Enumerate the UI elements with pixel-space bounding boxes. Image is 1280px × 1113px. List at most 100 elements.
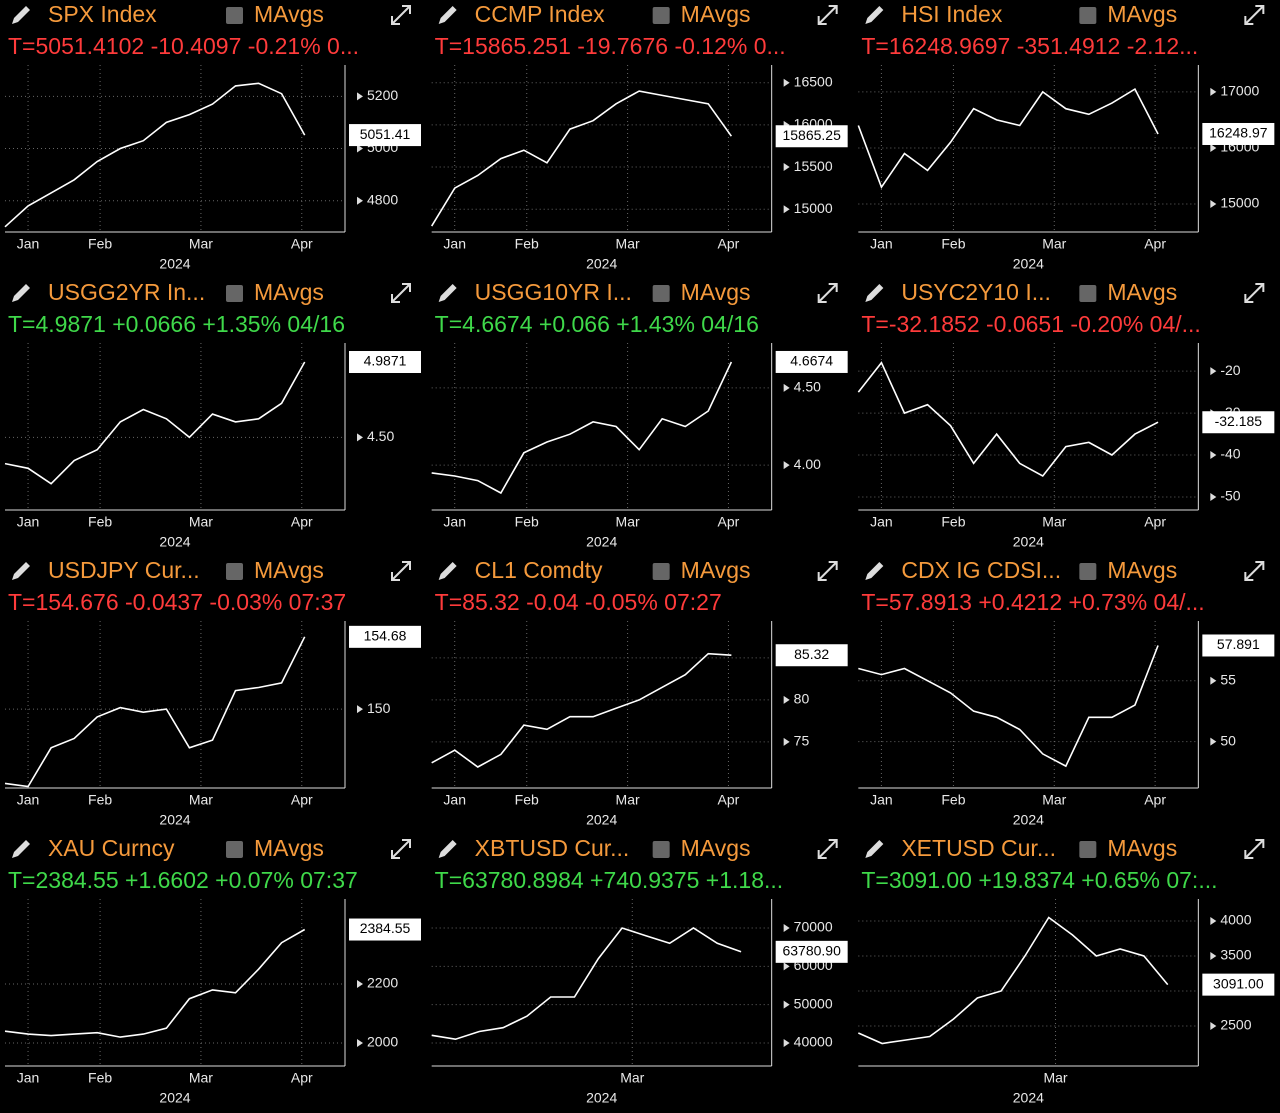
y-tick-label: 2000 (367, 1034, 398, 1050)
mavgs-checkbox[interactable] (652, 285, 670, 302)
chart-title: XAU Curncy (48, 835, 175, 861)
last-value-label: 3091.00 (1213, 975, 1264, 991)
price-line (858, 916, 1169, 1045)
edit-icon[interactable] (438, 562, 457, 580)
x-tick-label: Feb (88, 792, 112, 808)
mavgs-checkbox[interactable] (652, 563, 670, 580)
chart-panel: USGG2YR In... MAvgs T=4.9871 +0.0666 +1.35… (4, 279, 421, 550)
price-line (431, 927, 742, 1041)
mavgs-checkbox[interactable] (226, 7, 243, 24)
chart-panel: XETUSD Cur... MAvgs T=3091.00 +19.8374 +0.… (858, 835, 1275, 1106)
chart-title: HSI Index (901, 1, 1002, 27)
y-tick-mark (783, 78, 790, 87)
y-tick-label: 2500 (1220, 1017, 1251, 1033)
quote: T=5051.4102 -10.4097 -0.21% 0... (8, 33, 359, 59)
edit-icon[interactable] (865, 562, 884, 580)
y-tick-label: 50 (1220, 732, 1236, 748)
expand-icon[interactable] (391, 839, 411, 859)
x-axis-label: 2024 (586, 1090, 617, 1106)
expand-icon[interactable] (1244, 561, 1265, 581)
y-tick-label: 4.00 (794, 456, 821, 472)
expand-icon[interactable] (391, 5, 411, 25)
last-value-label: 57.891 (1217, 636, 1260, 652)
x-tick-label: Jan (17, 236, 40, 252)
mavgs-checkbox[interactable] (226, 285, 243, 302)
expand-icon[interactable] (817, 5, 838, 25)
quote: T=16248.9697 -351.4912 -2.12... (861, 33, 1198, 59)
mavgs-label: MAvgs (254, 1, 324, 27)
price-line (430, 90, 733, 227)
y-tick-label: -50 (1220, 488, 1240, 504)
y-tick-label: 40000 (794, 1034, 833, 1050)
mavgs-label: MAvgs (1107, 557, 1177, 583)
expand-icon[interactable] (391, 283, 411, 303)
edit-icon[interactable] (865, 840, 884, 858)
edit-icon[interactable] (12, 284, 30, 302)
x-tick-label: Apr (718, 792, 740, 808)
edit-icon[interactable] (438, 840, 457, 858)
expand-icon[interactable] (391, 561, 411, 581)
edit-icon[interactable] (12, 562, 30, 580)
expand-icon[interactable] (817, 839, 838, 859)
mavgs-label: MAvgs (1107, 1, 1177, 27)
last-value-label: 4.6674 (790, 353, 833, 369)
y-tick-label: 3500 (1220, 947, 1251, 963)
price-line (4, 361, 306, 485)
y-tick-mark (357, 196, 363, 205)
x-tick-label: Mar (620, 1070, 644, 1086)
last-value-label: 16248.97 (1209, 125, 1268, 141)
y-tick-label: 55 (1220, 671, 1236, 687)
x-axis-label: 2024 (586, 812, 617, 828)
expand-icon[interactable] (1244, 5, 1265, 25)
y-tick-label: 15000 (1220, 195, 1259, 211)
x-axis-label: 2024 (586, 534, 617, 550)
edit-icon[interactable] (865, 6, 884, 24)
expand-icon[interactable] (1244, 839, 1265, 859)
y-tick-label: 2200 (367, 975, 398, 991)
mavgs-checkbox[interactable] (1079, 563, 1097, 580)
quote: T=-32.1852 -0.0651 -0.20% 04/... (861, 311, 1200, 337)
x-tick-label: Mar (189, 1070, 213, 1086)
y-tick-label: 4.50 (794, 379, 821, 395)
x-tick-label: Jan (870, 236, 893, 252)
last-value-box (1202, 122, 1275, 145)
price-line (431, 361, 733, 495)
y-tick-mark (357, 1038, 363, 1047)
x-tick-label: Feb (515, 792, 539, 808)
last-value-label: 4.9871 (364, 353, 407, 369)
x-axis-label: 2024 (1013, 812, 1044, 828)
mavgs-checkbox[interactable] (1079, 841, 1097, 858)
x-tick-label: Mar (189, 236, 213, 252)
mavgs-checkbox[interactable] (226, 563, 243, 580)
y-tick-mark (783, 205, 790, 214)
x-tick-label: Apr (291, 514, 313, 530)
x-tick-label: Jan (17, 792, 40, 808)
expand-icon[interactable] (1244, 283, 1265, 303)
x-tick-label: Apr (718, 236, 740, 252)
expand-icon[interactable] (817, 561, 838, 581)
edit-icon[interactable] (438, 284, 457, 302)
edit-icon[interactable] (12, 6, 30, 24)
mavgs-checkbox[interactable] (226, 841, 243, 858)
quote: T=3091.00 +19.8374 +0.65% 07:... (861, 867, 1217, 893)
mavgs-checkbox[interactable] (1079, 285, 1097, 302)
x-axis-label: 2024 (159, 534, 190, 550)
edit-icon[interactable] (865, 284, 884, 302)
chart-panel: CDX IG CDSI... MAvgs T=57.8913 +0.4212 +0.… (858, 557, 1275, 828)
mavgs-label: MAvgs (254, 557, 324, 583)
mavgs-checkbox[interactable] (652, 841, 670, 858)
mavgs-checkbox[interactable] (1079, 7, 1097, 24)
chart-panel: USGG10YR I... MAvgs T=4.6674 +0.066 +1.43%… (431, 279, 848, 550)
edit-icon[interactable] (12, 840, 30, 858)
expand-icon[interactable] (817, 283, 838, 303)
mavgs-checkbox[interactable] (652, 7, 670, 24)
y-tick-mark (783, 383, 790, 392)
edit-icon[interactable] (438, 6, 457, 24)
x-tick-label: Mar (616, 792, 640, 808)
x-tick-label: Feb (941, 514, 965, 530)
x-tick-label: Mar (1042, 236, 1066, 252)
chart-title: USDJPY Cur... (48, 557, 200, 583)
quote: T=63780.8984 +740.9375 +1.18... (435, 867, 784, 893)
